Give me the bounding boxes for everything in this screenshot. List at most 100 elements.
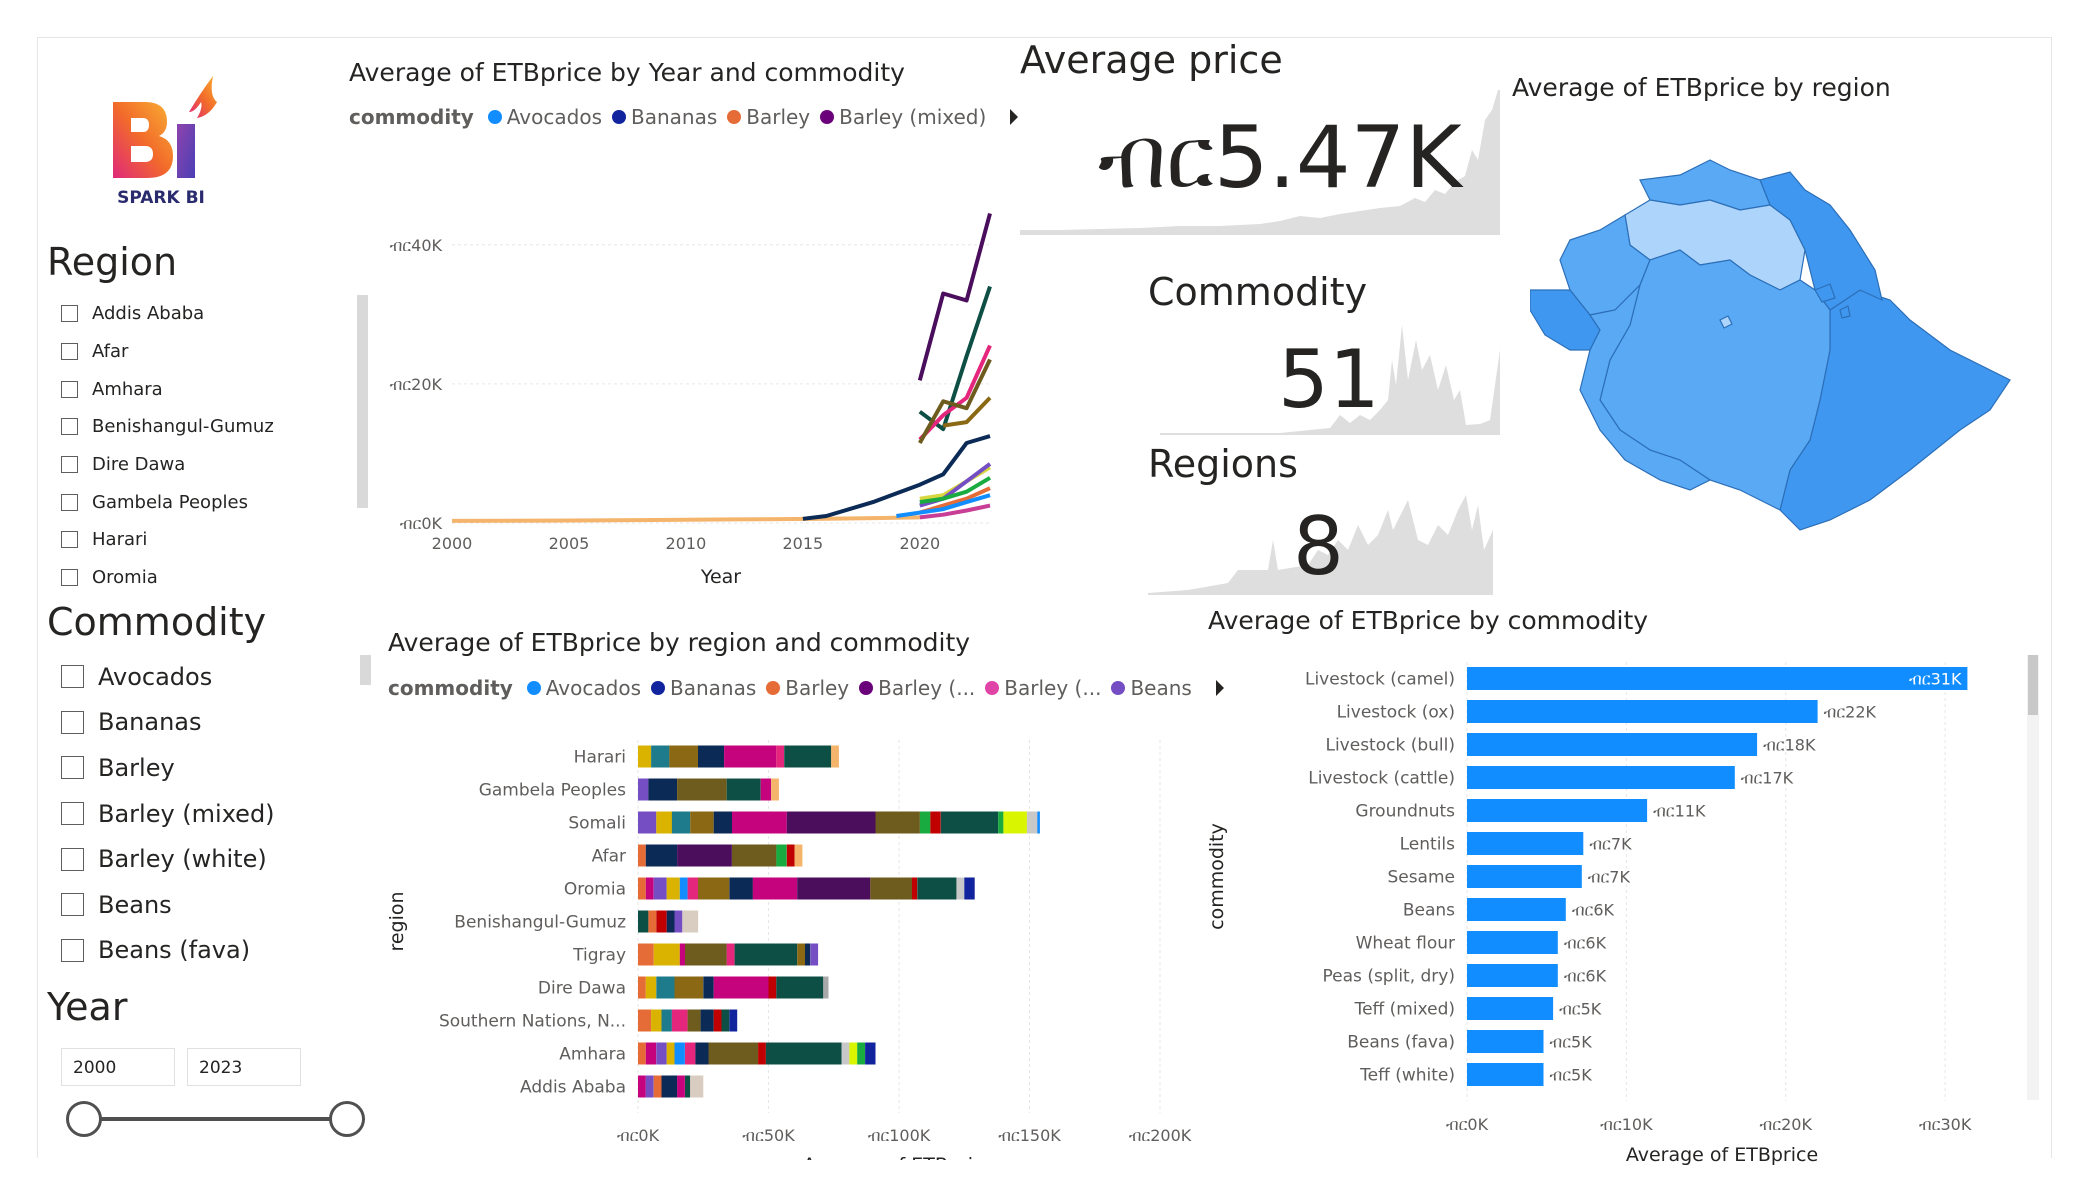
region-item[interactable]: Benishangul-Gumuz (61, 408, 274, 446)
bar-segment[interactable] (776, 844, 787, 867)
line-series[interactable] (942, 396, 992, 428)
bar-segment[interactable] (870, 877, 913, 900)
year-slider-end-handle[interactable] (329, 1101, 365, 1137)
bar-segment[interactable] (638, 844, 646, 867)
bar-segment[interactable] (919, 811, 931, 834)
bar-segment[interactable] (724, 745, 777, 768)
line-series[interactable] (919, 476, 992, 505)
bar-segment[interactable] (713, 1009, 722, 1032)
bar-segment[interactable] (841, 1042, 850, 1065)
bar-segment[interactable] (768, 976, 777, 999)
bar[interactable] (1467, 997, 1554, 1020)
bar-segment[interactable] (671, 1009, 688, 1032)
checkbox[interactable] (61, 456, 78, 474)
bar[interactable] (1467, 766, 1735, 789)
bar-segment[interactable] (638, 976, 646, 999)
bar[interactable] (1467, 898, 1566, 921)
checkbox[interactable] (61, 343, 78, 361)
commodity-chart-scrollbar-track[interactable] (2027, 655, 2039, 1100)
bar-segment[interactable] (661, 1009, 672, 1032)
line-series[interactable] (451, 515, 920, 523)
bar[interactable] (1467, 1030, 1544, 1053)
bar-segment[interactable] (732, 811, 787, 834)
bar-segment[interactable] (648, 910, 657, 933)
region-item[interactable]: Addis Ababa (61, 295, 274, 333)
bar-segment[interactable] (700, 1009, 714, 1032)
bar-segment[interactable] (917, 877, 957, 900)
bar-segment[interactable] (638, 910, 649, 933)
bar-segment[interactable] (797, 877, 871, 900)
checkbox[interactable] (61, 802, 84, 826)
bar-segment[interactable] (912, 877, 918, 900)
checkbox[interactable] (61, 380, 78, 398)
legend-item[interactable]: Bananas (611, 105, 717, 129)
commodity-item[interactable]: Barley (white) (61, 836, 275, 882)
commodity-item[interactable]: Barley (61, 745, 275, 791)
line-chart-scrollbar[interactable] (357, 295, 368, 508)
bar-segment[interactable] (786, 844, 795, 867)
bar-segment[interactable] (669, 745, 698, 768)
bar-segment[interactable] (1003, 811, 1027, 834)
map-region-dire-dawa[interactable] (1814, 283, 1836, 303)
bar-segment[interactable] (645, 1075, 654, 1098)
bar-segment[interactable] (713, 976, 769, 999)
region-item[interactable]: Oromia (61, 559, 274, 597)
bar-segment[interactable] (765, 1042, 842, 1065)
bar-segment[interactable] (690, 1075, 704, 1098)
bar-segment[interactable] (648, 778, 678, 801)
legend-item[interactable]: Barley (727, 105, 810, 129)
line-series[interactable] (919, 503, 991, 520)
bar-segment[interactable] (666, 1042, 675, 1065)
legend-next-arrow-icon[interactable] (1010, 109, 1019, 125)
commodity-chart-scrollbar-thumb[interactable] (2028, 655, 2038, 715)
bar-segment[interactable] (653, 943, 680, 966)
bar-segment[interactable] (674, 910, 683, 933)
bar-segment[interactable] (805, 943, 811, 966)
bar-segment[interactable] (685, 943, 727, 966)
bar-segment[interactable] (732, 844, 777, 867)
bar-segment[interactable] (698, 745, 725, 768)
bar-segment[interactable] (857, 1042, 865, 1065)
map-region-addis-ababa[interactable] (1719, 315, 1733, 329)
bar-segment[interactable] (823, 976, 829, 999)
bar-segment[interactable] (786, 811, 876, 834)
bar-segment[interactable] (794, 844, 803, 867)
bar-segment[interactable] (656, 811, 672, 834)
bar-segment[interactable] (674, 976, 704, 999)
commodity-item[interactable]: Beans (fava) (61, 928, 275, 974)
checkbox[interactable] (61, 710, 84, 734)
bar-segment[interactable] (998, 811, 1004, 834)
bar-segment[interactable] (656, 1042, 667, 1065)
bar-segment[interactable] (677, 778, 727, 801)
bar-segment[interactable] (645, 844, 678, 867)
bar-segment[interactable] (651, 1009, 662, 1032)
bar-segment[interactable] (679, 877, 688, 900)
bar-segment[interactable] (849, 1042, 858, 1065)
bar-segment[interactable] (726, 778, 761, 801)
bar-segment[interactable] (666, 910, 675, 933)
checkbox[interactable] (61, 418, 78, 436)
checkbox[interactable] (61, 893, 84, 917)
region-item[interactable]: Amhara (61, 370, 274, 408)
year-slider-track[interactable] (84, 1117, 348, 1121)
bar-segment[interactable] (666, 877, 680, 900)
bar-segment[interactable] (729, 1009, 738, 1032)
bar[interactable] (1467, 832, 1584, 855)
bar-segment[interactable] (677, 1075, 685, 1098)
legend-item[interactable]: Barley (... (985, 676, 1101, 700)
bar-segment[interactable] (645, 976, 657, 999)
region-item[interactable]: Gambela Peoples (61, 483, 274, 521)
bar-segment[interactable] (638, 1042, 646, 1065)
bar-segment[interactable] (703, 976, 714, 999)
map-region-snnp[interactable] (1579, 283, 1712, 491)
bar-segment[interactable] (671, 811, 691, 834)
bar[interactable] (1467, 667, 1968, 690)
legend-item[interactable]: Barley (mixed) (820, 105, 986, 129)
bar-segment[interactable] (776, 976, 824, 999)
year-slider-start-handle[interactable] (66, 1101, 102, 1137)
bar-segment[interactable] (638, 811, 657, 834)
bar-segment[interactable] (698, 877, 730, 900)
bar-segment[interactable] (784, 745, 832, 768)
bar-segment[interactable] (653, 1075, 662, 1098)
year-from-input[interactable]: 2000 (61, 1048, 175, 1086)
